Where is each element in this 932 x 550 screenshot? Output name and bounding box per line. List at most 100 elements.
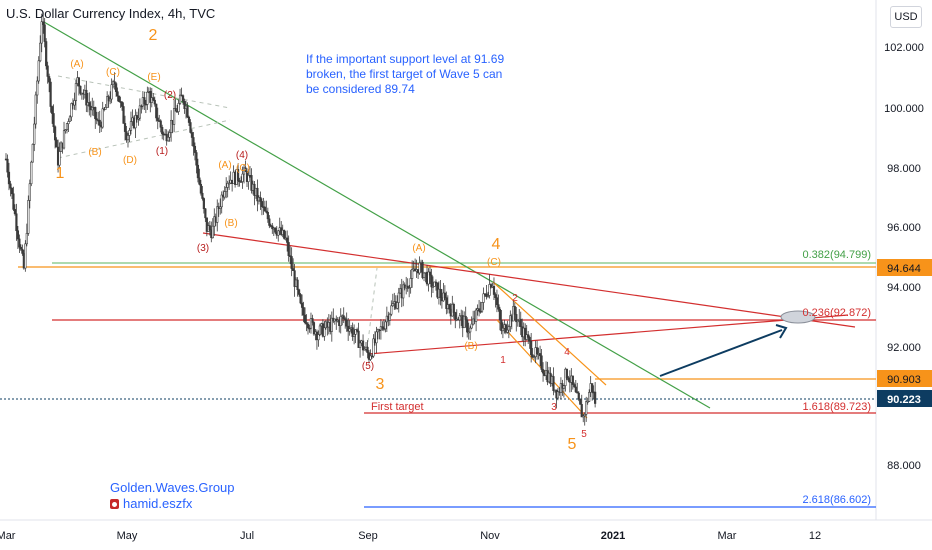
candle-body (241, 173, 244, 182)
candle-body (113, 81, 116, 84)
candle-body (189, 122, 192, 133)
candle-body (482, 293, 485, 303)
candle-body (79, 85, 82, 94)
candle-body (122, 106, 125, 124)
candle-body (582, 415, 585, 418)
candle-body (21, 248, 24, 254)
trend-lines (43, 21, 856, 419)
candle-body (55, 139, 58, 148)
candle-body (28, 183, 31, 201)
candle-body (527, 334, 530, 338)
candle-body (409, 278, 412, 288)
candle-body (286, 237, 289, 243)
currency-button[interactable]: USD (890, 6, 922, 28)
candle-body (263, 206, 266, 212)
candle-body (161, 127, 164, 135)
candle-body (260, 201, 263, 207)
y-axis-ticks: 102.000 100.000 98.000 96.000 94.000 92.… (884, 42, 924, 472)
triangle-upper-line (57, 75, 231, 109)
sub-label-4: (4) (236, 150, 248, 161)
candle-body (312, 322, 316, 335)
candle-body (48, 76, 51, 83)
candle-body (573, 384, 576, 388)
y-tick-label: 102.000 (884, 42, 924, 54)
candle-body (159, 120, 162, 128)
candle-body (186, 105, 189, 118)
x-tick-label: Jul (240, 530, 254, 542)
candle-body (202, 198, 205, 210)
candle-body (24, 243, 27, 269)
candle-body (110, 84, 113, 100)
candle-body (507, 326, 510, 331)
candle-body (143, 97, 146, 105)
candle-body (201, 192, 204, 199)
candle-body (274, 227, 277, 233)
candle-body (506, 329, 509, 333)
candle-body (126, 135, 130, 141)
wave-label-5: 5 (568, 436, 577, 453)
candle-body (174, 108, 177, 112)
sub-label-C2: (C) (236, 163, 250, 174)
candle-body (495, 297, 499, 305)
candle-body (458, 315, 461, 321)
fib-label-0236: 0.236(92.872) (803, 307, 872, 319)
candle-body (187, 116, 191, 123)
candle-body (228, 182, 231, 185)
candle-body (372, 338, 375, 357)
candle-body (411, 268, 414, 279)
sub-label-2: (2) (164, 90, 176, 101)
x-tick-label: 2021 (601, 530, 625, 542)
candle-body (195, 152, 198, 166)
candle-body (152, 97, 155, 101)
triangle-lower-line (57, 119, 231, 159)
candle-body (247, 175, 250, 182)
channel-upper-line (492, 281, 607, 386)
candle-body (302, 307, 305, 316)
candle-body (67, 121, 70, 125)
candle-body (153, 99, 156, 105)
candle-body (88, 102, 91, 107)
candle-body (309, 318, 313, 329)
price-label-bg-90223 (877, 390, 932, 407)
candle-body (106, 96, 109, 108)
candle-body (211, 225, 214, 239)
first-target-label: First target (371, 401, 424, 413)
candle-body (19, 246, 22, 250)
candle-body (361, 340, 365, 351)
candle-body (114, 83, 118, 93)
candle-body (433, 281, 436, 287)
sub-label-1: (1) (156, 146, 168, 157)
chart-title: U.S. Dollar Currency Index, 4h, TVC (6, 6, 216, 21)
arrow-head (775, 324, 788, 339)
sub-label-small-5: 5 (581, 429, 587, 440)
x-tick-label: Nov (480, 530, 500, 542)
wave-label-1: 1 (56, 165, 65, 182)
candle-body (351, 327, 354, 337)
candle-body (268, 218, 271, 226)
fib-label-2618: 2.618(86.602) (803, 494, 872, 506)
candle-body (10, 187, 14, 195)
candle-body (178, 94, 182, 104)
y-tick-label: 88.000 (887, 460, 921, 472)
candle-body (239, 181, 243, 183)
candle-body (135, 115, 139, 120)
candle-body (406, 285, 409, 289)
candle-body (452, 303, 455, 313)
sub-label-small-3: 3 (551, 402, 557, 413)
candle-body (480, 302, 484, 312)
candle-body (580, 404, 583, 418)
candle-body (25, 233, 28, 245)
candle-body (104, 107, 107, 110)
candle-body (138, 105, 141, 119)
candle-body (369, 355, 372, 360)
candle-body (530, 341, 533, 356)
candle-body (492, 286, 496, 295)
candle-body (358, 342, 362, 348)
sub-label-A1: (A) (70, 59, 83, 70)
candle-body (475, 309, 478, 322)
candle-body (149, 91, 152, 103)
candle-body (292, 268, 295, 271)
candle-body (265, 210, 268, 213)
sub-label-small-1: 1 (500, 355, 506, 366)
